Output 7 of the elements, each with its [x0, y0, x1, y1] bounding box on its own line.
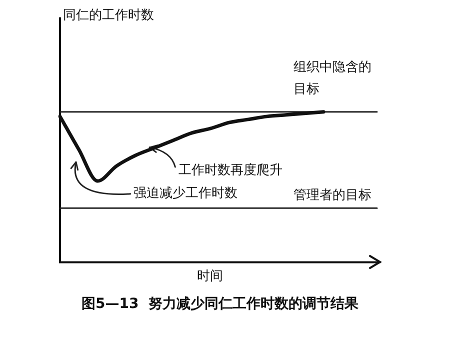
x-axis-title: 时间	[197, 269, 223, 284]
ref-line-label: 管理者的目标	[294, 188, 372, 203]
annotation: 工作时数再度爬升	[178, 162, 282, 178]
ref-line-label: 组织中隐含的目标	[294, 60, 372, 97]
annotation: 强迫减少工作时数	[134, 186, 238, 202]
text: 图5—13 努力减少同仁工作时数的调节结果	[82, 296, 360, 312]
text: 同仁的工作时数	[63, 8, 154, 23]
